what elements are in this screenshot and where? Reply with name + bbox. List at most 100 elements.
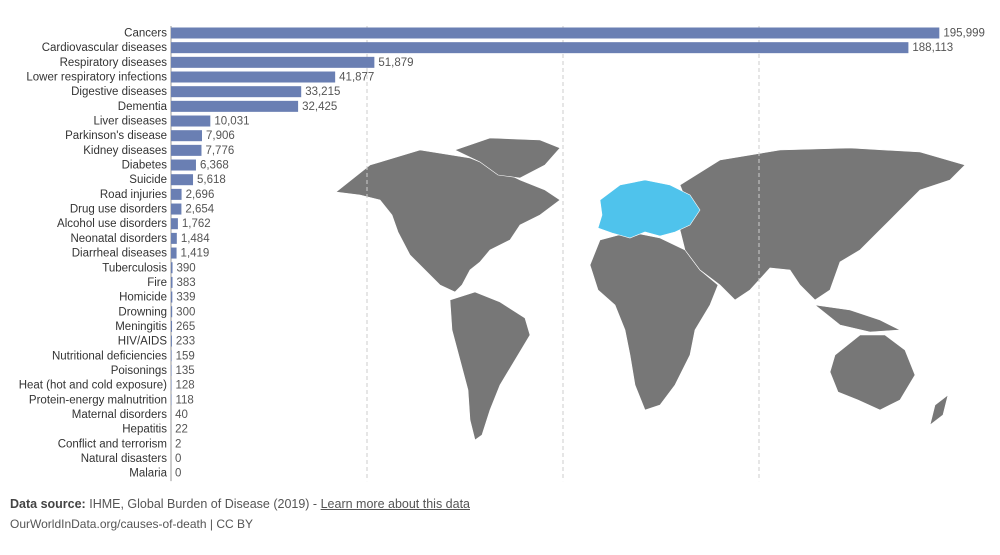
value-label: 300: [176, 306, 195, 318]
category-label: Fire: [147, 277, 167, 289]
bar: [171, 320, 173, 332]
value-label: 51,879: [378, 57, 413, 69]
value-label: 128: [176, 380, 195, 392]
value-label: 33,215: [305, 86, 340, 98]
bar: [171, 379, 172, 391]
bar: [171, 306, 173, 318]
category-label: Alcohol use disorders: [57, 218, 167, 230]
value-label: 339: [176, 292, 195, 304]
bar: [171, 232, 177, 244]
category-label: Poisonings: [111, 365, 168, 377]
value-label: 0: [175, 453, 181, 465]
world-map: [335, 137, 966, 441]
bar: [171, 144, 202, 156]
category-label: Conflict and terrorism: [58, 438, 167, 450]
category-label: Respiratory diseases: [60, 57, 168, 69]
value-label: 10,031: [214, 116, 249, 128]
category-label: Road injuries: [100, 189, 167, 201]
bar: [171, 42, 909, 54]
value-label: 2,696: [186, 189, 215, 201]
category-label: Natural disasters: [81, 453, 168, 465]
value-label: 7,906: [206, 130, 235, 142]
credit: OurWorldInData.org/causes-of-death | CC …: [10, 517, 253, 531]
europe: [597, 179, 701, 239]
bar: [171, 188, 182, 200]
value-label: 2,654: [185, 204, 214, 216]
bar: [171, 262, 173, 274]
value-label: 188,113: [912, 42, 953, 54]
category-label: Neonatal disorders: [70, 233, 167, 245]
source-label: Data source:: [10, 497, 86, 511]
category-label: Hepatitis: [122, 424, 167, 436]
category-label: Drowning: [118, 306, 167, 318]
value-label: 5,618: [197, 174, 226, 186]
value-label: 0: [175, 468, 181, 480]
value-label: 159: [176, 350, 195, 362]
value-label: 1,484: [181, 233, 210, 245]
australia: [829, 334, 916, 411]
value-label: 1,419: [181, 248, 210, 260]
category-label: Drug use disorders: [70, 204, 167, 216]
value-label: 2: [175, 438, 181, 450]
category-label: Meningitis: [115, 321, 167, 333]
bar: [171, 276, 173, 288]
asia: [679, 147, 966, 301]
chart: Cancers 195,999 Cardiovascular diseases 188…: [19, 26, 985, 482]
category-label: Liver diseases: [93, 116, 167, 128]
category-label: Diabetes: [122, 160, 168, 172]
bar: [171, 159, 196, 171]
source: IHME, Global Burden of Disease (2019) -: [89, 497, 318, 511]
category-label: Diarrheal diseases: [72, 248, 167, 260]
category-label: Heat (hot and cold exposure): [19, 380, 167, 392]
bar: [171, 100, 299, 112]
bar: [171, 335, 172, 347]
value-label: 383: [177, 277, 196, 289]
category-label: Nutritional deficiencies: [52, 350, 167, 362]
south-america: [449, 291, 531, 441]
value-label: 265: [176, 321, 195, 333]
category-label: Parkinson's disease: [65, 130, 167, 142]
bar: [171, 86, 302, 98]
category-label: Protein-energy malnutrition: [29, 394, 167, 406]
bar: [171, 115, 211, 127]
source-line: Data source: IHME, Global Burden of Dise…: [10, 497, 470, 511]
value-label: 1,762: [182, 218, 211, 230]
bar: [171, 56, 375, 68]
bar: [171, 174, 194, 186]
category-label: Digestive diseases: [71, 86, 167, 98]
category-label: Lower respiratory infections: [26, 72, 167, 84]
category-label: Tuberculosis: [102, 262, 167, 274]
category-label: Kidney diseases: [83, 145, 167, 157]
value-label: 7,776: [205, 145, 234, 157]
value-label: 135: [176, 365, 195, 377]
bar: [171, 71, 336, 83]
category-label: Dementia: [118, 101, 168, 113]
southeast-asia: [813, 304, 902, 333]
value-label: 40: [175, 409, 188, 421]
category-label: Malaria: [129, 468, 167, 480]
value-label: 22: [175, 424, 188, 436]
bar: [171, 203, 182, 215]
value-label: 118: [175, 394, 193, 406]
value-label: 195,999: [943, 28, 985, 40]
value-label: 390: [177, 262, 196, 274]
category-label: Suicide: [129, 174, 167, 186]
category-label: HIV/AIDS: [118, 336, 168, 348]
category-label: Cancers: [124, 28, 167, 40]
bar: [171, 291, 173, 303]
value-label: 233: [176, 336, 195, 348]
bar: [171, 350, 172, 362]
new-zealand: [929, 394, 949, 426]
source-link[interactable]: Learn more about this data: [320, 497, 470, 511]
bar: [171, 218, 178, 230]
category-label: Cardiovascular diseases: [42, 42, 168, 54]
value-label: 6,368: [200, 160, 229, 172]
bar: [171, 27, 940, 39]
bar: [171, 247, 177, 259]
bar: [171, 130, 202, 142]
category-label: Maternal disorders: [72, 409, 167, 421]
value-label: 32,425: [302, 101, 337, 113]
greenland: [454, 137, 561, 179]
category-label: Homicide: [119, 292, 167, 304]
